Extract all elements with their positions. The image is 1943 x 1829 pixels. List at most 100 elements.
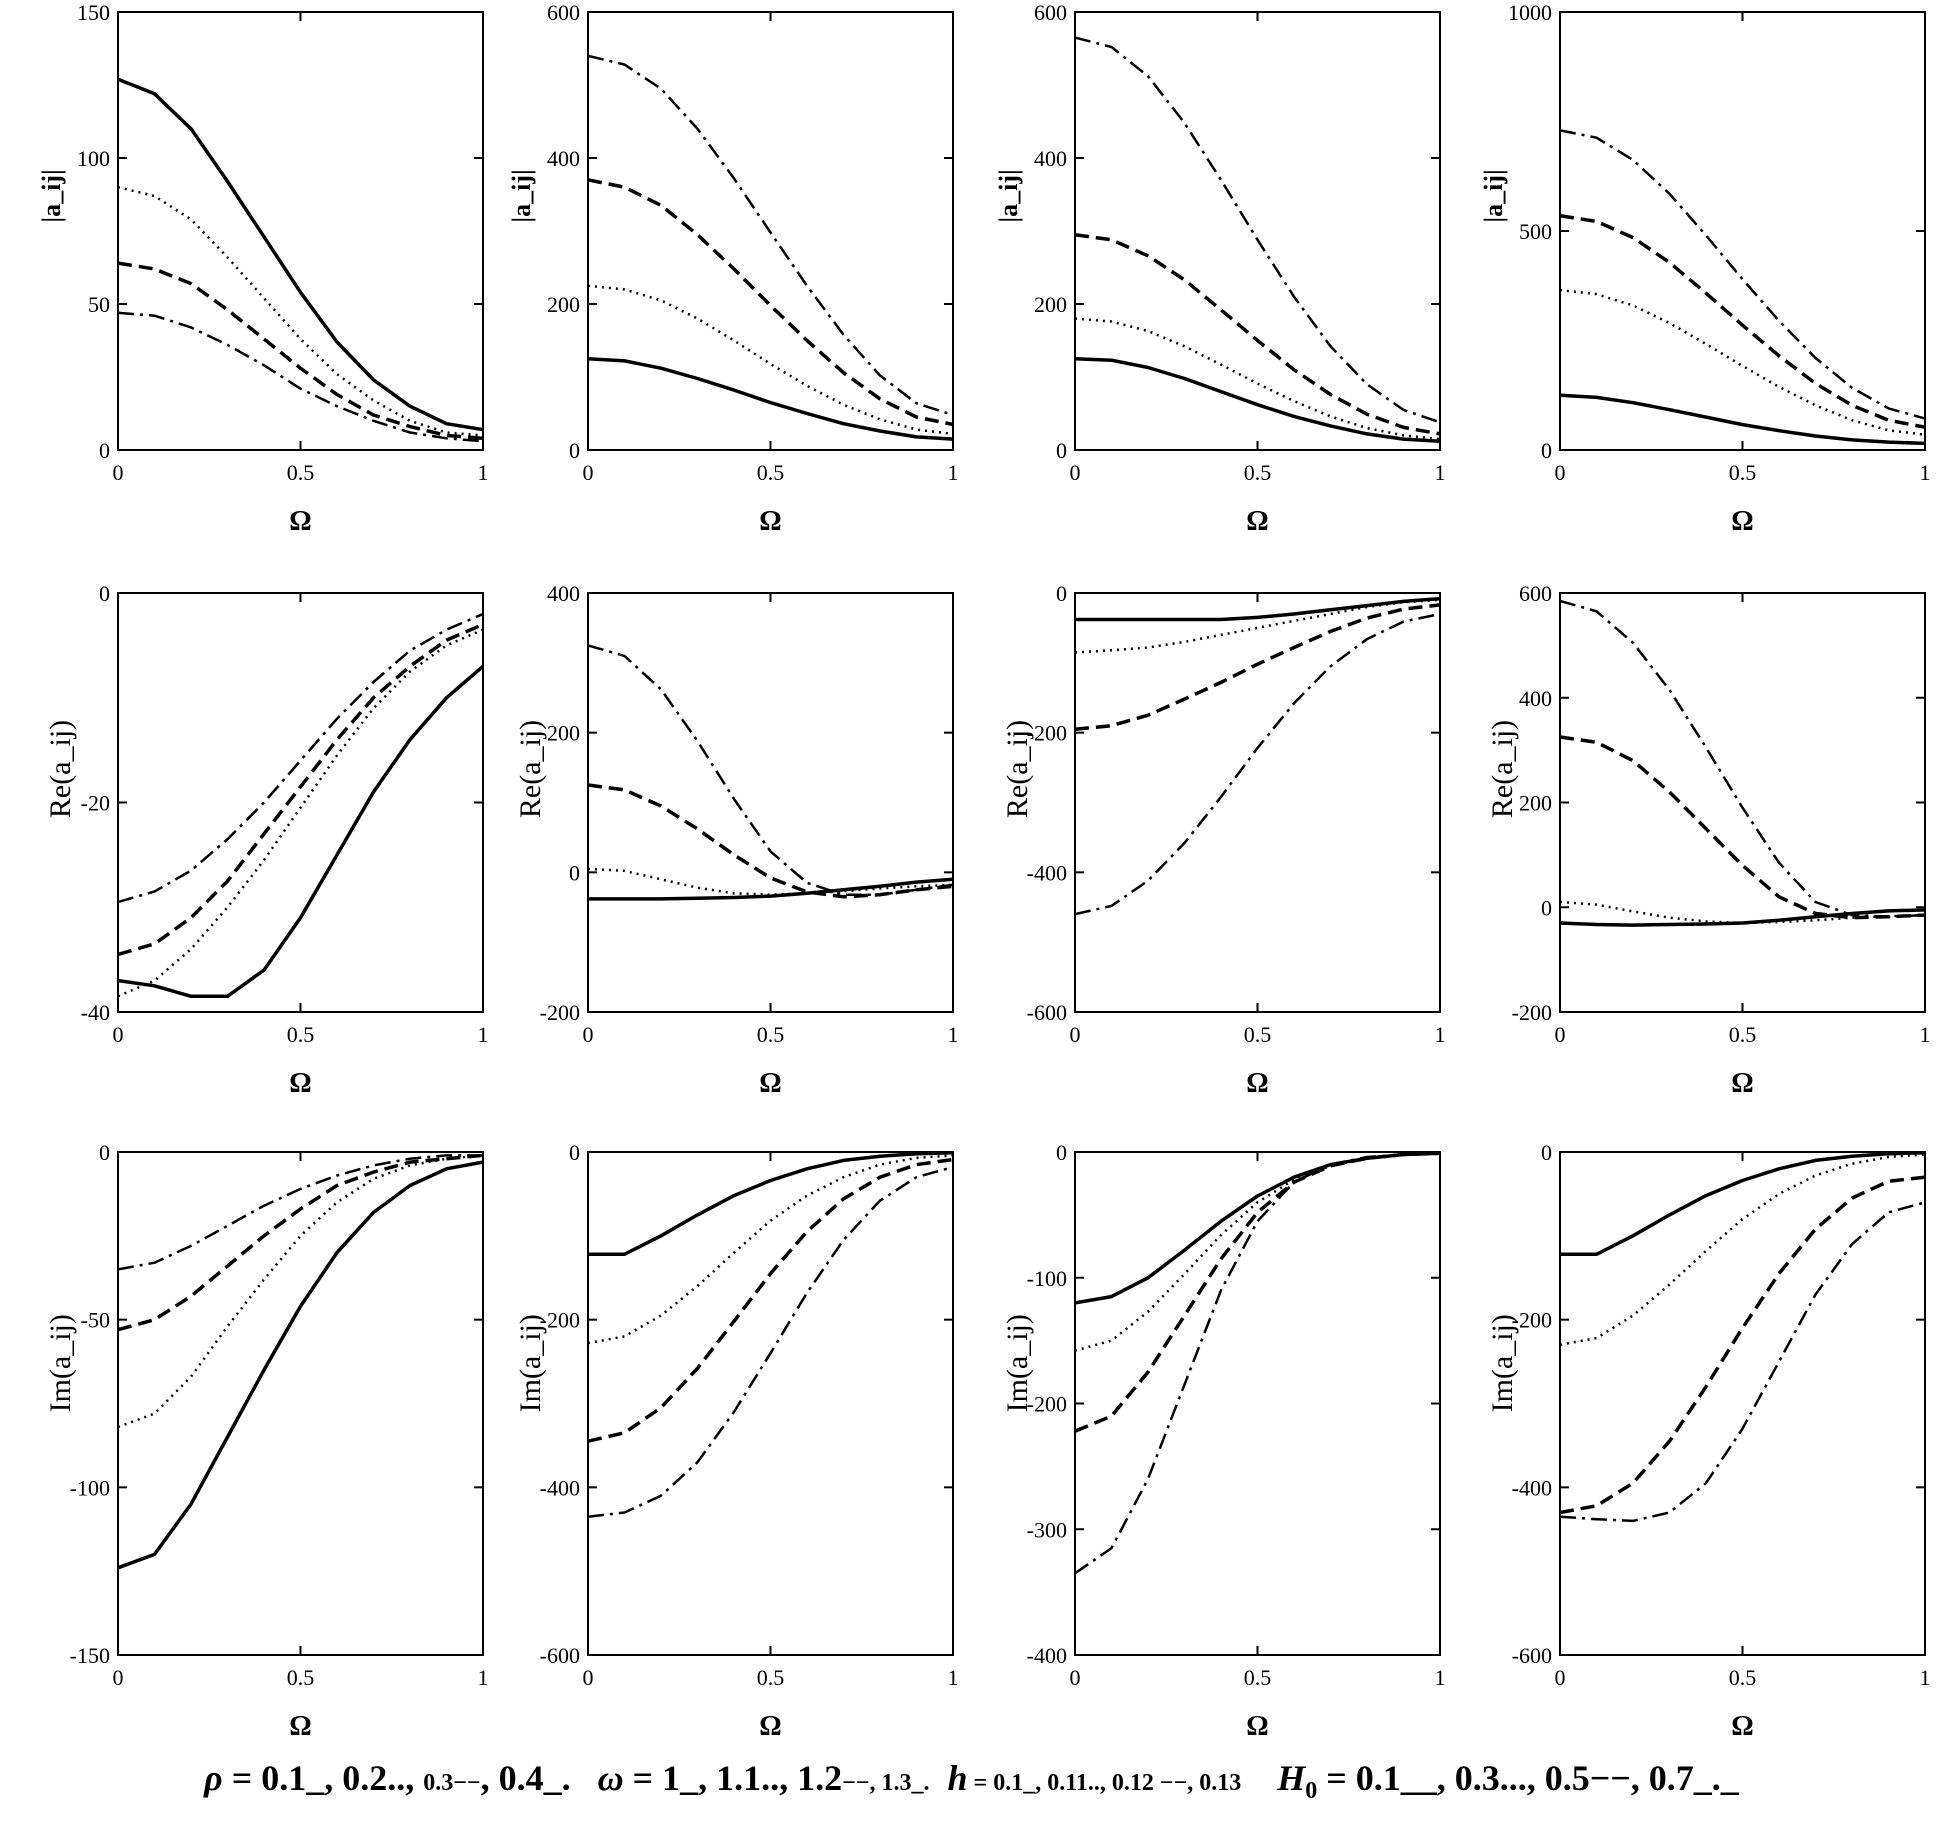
series-line-dotted <box>588 284 953 436</box>
series-line-solid <box>1075 1152 1440 1305</box>
y-tick-label: 0 <box>569 1140 580 1165</box>
plot-frame <box>1074 1151 1441 1656</box>
y-tick-label: 0 <box>99 581 110 606</box>
series-line-solid <box>118 1160 483 1570</box>
series-line-dashed <box>118 1153 483 1332</box>
x-tick-label: 0.5 <box>1244 460 1272 485</box>
y-tick-label: 200 <box>1034 292 1067 317</box>
x-axis-label: Ω <box>1731 506 1753 537</box>
series-line-dotted <box>118 628 483 998</box>
series-line-dashed <box>118 261 483 441</box>
series-line-dotted <box>118 185 483 437</box>
series-line-dashed <box>118 622 483 957</box>
caption-omega-values: = 1_, 1.1.., 1.2 <box>623 1758 843 1798</box>
y-axis-label: Re(a_ij) <box>1486 720 1519 818</box>
series-line-dash-dot <box>588 54 953 417</box>
series-line-dashed <box>588 178 953 427</box>
x-axis-label: Ω <box>289 1711 311 1742</box>
caption-H0-symbol: H <box>1277 1758 1306 1798</box>
series-line-dash-dot <box>1560 1201 1925 1523</box>
panel-r3c1: -150 -100 -50 0 0 0.5 1 Ω Im(a_ij) <box>44 1140 489 1742</box>
x-tick-label: 0 <box>113 1022 124 1047</box>
series-line-dash-dot <box>118 612 483 904</box>
series-line-dotted <box>118 1154 483 1429</box>
series-line-solid <box>1075 357 1440 443</box>
x-tick-label: 1 <box>1435 1665 1446 1690</box>
series-line-dash-dot <box>588 1165 953 1518</box>
y-tick-label: 0 <box>1541 438 1552 463</box>
series-line-solid <box>588 357 953 441</box>
legend-caption: ρ = 0.1_, 0.2.., 0.3−−, 0.4_. ω = 1_, 1.… <box>0 1748 1943 1808</box>
y-tick-label: -400 <box>1027 860 1067 885</box>
series-line-dashed <box>588 783 953 899</box>
y-tick-label: 400 <box>1034 146 1067 171</box>
y-tick-label: -50 <box>81 1308 110 1333</box>
x-axis-label: Ω <box>289 1068 311 1099</box>
y-axis-label: |a_ij| <box>37 169 66 222</box>
caption-rho-values: = 0.1_, 0.2.., <box>222 1758 424 1798</box>
caption-omega-symbol: ω <box>597 1758 624 1798</box>
y-axis-label: Im(a_ij) <box>1001 1314 1034 1412</box>
x-axis-label: Ω <box>1731 1068 1753 1099</box>
panel-r1c3: 0 200 400 600 0 0.5 1 Ω |a_ij| <box>994 0 1446 537</box>
panel-r3c4: -600 -400 -200 0 0 0.5 1 Ω Im(a_ij) <box>1486 1140 1931 1742</box>
x-axis-label: Ω <box>759 1068 781 1099</box>
x-tick-label: 1 <box>1920 1665 1931 1690</box>
y-tick-label: 600 <box>1519 581 1552 606</box>
y-tick-label: -300 <box>1027 1517 1067 1542</box>
x-tick-label: 0 <box>1070 1665 1081 1690</box>
series-line-dotted <box>1560 900 1925 925</box>
plot-frame <box>117 592 484 1013</box>
y-axis-label: Re(a_ij) <box>1001 720 1034 818</box>
y-tick-label: 1000 <box>1508 0 1552 25</box>
series-line-dashed <box>1075 232 1440 436</box>
y-tick-label: -200 <box>1512 1308 1552 1333</box>
y-tick-label: 400 <box>547 581 580 606</box>
series-line-dashed <box>1560 213 1925 429</box>
y-axis-label: |a_ij| <box>507 169 536 222</box>
x-tick-label: 0 <box>1555 1022 1566 1047</box>
series-line-dotted <box>1560 288 1925 436</box>
series-line-dash-dot <box>1560 129 1925 420</box>
panel-r1c1: 0 50 100 150 0 0.5 1 Ω |a_ij| <box>37 0 489 537</box>
y-tick-label: -200 <box>1027 721 1067 746</box>
y-tick-label: 0 <box>1056 1140 1067 1165</box>
y-tick-label: 600 <box>1034 0 1067 25</box>
y-axis-label: |a_ij| <box>994 169 1023 222</box>
series-line-dashed <box>1075 603 1440 731</box>
y-tick-label: -400 <box>1512 1475 1552 1500</box>
y-tick-label: -600 <box>1027 1000 1067 1025</box>
panel-r2c1: -40 -20 0 0 0.5 1 Ω Re(a_ij) <box>44 581 489 1099</box>
y-tick-label: 0 <box>1056 581 1067 606</box>
x-tick-label: 0.5 <box>287 1022 315 1047</box>
caption-h-values: = 0.1_, 0.11.., 0.12 −−, 0.13 <box>967 1770 1242 1796</box>
x-tick-label: 1 <box>1920 460 1931 485</box>
series-line-dashed <box>588 1157 953 1443</box>
x-tick-label: 1 <box>1435 1022 1446 1047</box>
x-tick-label: 1 <box>478 460 489 485</box>
series-line-dash-dot <box>118 311 483 443</box>
panel-r3c3: -400 -300 -200 -100 0 0 0.5 1 Ω Im(a_ij) <box>1001 1140 1446 1742</box>
series-line-dashed <box>1560 1175 1925 1515</box>
caption-rho-small: 0.3−− <box>423 1770 481 1796</box>
x-tick-label: 0 <box>1070 460 1081 485</box>
series-line-dash-dot <box>1075 36 1440 424</box>
x-axis-label: Ω <box>759 506 781 537</box>
y-tick-label: -40 <box>81 1000 110 1025</box>
x-tick-label: 0 <box>583 460 594 485</box>
series-line-dotted <box>588 1154 953 1345</box>
y-axis-label: Im(a_ij) <box>514 1314 547 1412</box>
series-line-dash-dot <box>1075 1152 1440 1575</box>
series-line-solid <box>118 77 483 432</box>
y-tick-label: -20 <box>81 791 110 816</box>
y-tick-label: 200 <box>547 721 580 746</box>
y-tick-label: 50 <box>88 292 110 317</box>
x-tick-label: 0.5 <box>757 1022 785 1047</box>
plot-frame <box>117 11 484 451</box>
x-tick-label: 0 <box>583 1665 594 1690</box>
caption-omega-small: −−, 1.3_. <box>842 1770 930 1796</box>
x-tick-label: 1 <box>478 1022 489 1047</box>
x-axis-label: Ω <box>1246 1711 1268 1742</box>
